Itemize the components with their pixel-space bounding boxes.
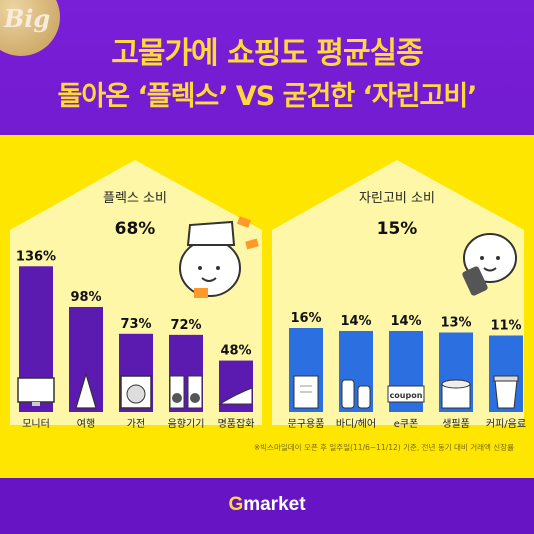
speaker-icon [169, 375, 203, 409]
category-label: 가전 [127, 418, 145, 430]
title-line-1: 고물가에 쇼핑도 평균실종 [111, 36, 424, 71]
category-label: 음향기기 [168, 418, 205, 430]
logo-g: G [228, 494, 244, 515]
logo-rest: market [243, 494, 306, 515]
bar-value-label: 136% [16, 249, 56, 264]
category-label: 생필품 [442, 418, 470, 430]
washing-machine-icon [120, 375, 152, 409]
bar-value-label: 98% [70, 290, 101, 305]
flex-chart: 플렉스 소비 68% 136% 모니터 98% 여행 73% 가전 72% 음향기기 48% 명품잡화 [16, 191, 254, 430]
chart-total-label: 15% [377, 219, 418, 239]
notepad-icon [293, 375, 319, 409]
bar-value-label: 13% [440, 316, 471, 331]
chart-title: 플렉스 소비 [103, 191, 167, 206]
bottles-icon [341, 379, 371, 409]
eiffel-tower-icon [75, 371, 97, 409]
footnote: ※빅스마일데이 오픈 후 일주일(11/6~11/12) 기준, 전년 동기 대… [253, 443, 514, 452]
title-line-2: 돌아온 ‘플렉스’ VS 굳건한 ‘자린고비’ [57, 81, 478, 112]
big-smile-badge: Big [0, 0, 60, 56]
bar-value-label: 73% [120, 317, 151, 332]
category-label: 커피/음료 [486, 418, 526, 430]
chart-title: 자린고비 소비 [359, 191, 435, 206]
coffee-cup-icon [493, 375, 519, 409]
bar-value-label: 14% [390, 314, 421, 329]
bar-value-label: 72% [170, 318, 201, 333]
coupon-text: coupon [390, 391, 423, 400]
category-label: 여행 [77, 418, 95, 430]
category-label: e쿠폰 [394, 418, 419, 430]
bar-value-label: 14% [340, 314, 371, 329]
bar-value-label: 48% [220, 344, 251, 359]
monitor-icon [17, 377, 55, 406]
cook-character-illustration [179, 216, 259, 298]
tissue-icon [441, 379, 471, 409]
category-label: 모니터 [22, 418, 50, 430]
footer-bar [0, 478, 534, 534]
category-label: 문구용품 [288, 418, 325, 430]
phone-character-illustration [462, 233, 517, 296]
category-label: 바디/헤어 [336, 418, 376, 430]
bar-value-label: 16% [290, 311, 321, 326]
coupon-icon: coupon [387, 385, 425, 403]
category-label: 명품잡화 [218, 418, 255, 430]
badge-text: Big [4, 4, 51, 33]
jarin-chart: 자린고비 소비 15% 16% 문구용품 14% 바디/헤어 14% coupon e쿠폰 13%… [288, 191, 526, 430]
gmarket-logo: Gmarket [0, 494, 534, 516]
high-heel-icon [218, 387, 253, 405]
bar-value-label: 11% [490, 319, 521, 334]
chart-total-label: 68% [115, 219, 156, 239]
